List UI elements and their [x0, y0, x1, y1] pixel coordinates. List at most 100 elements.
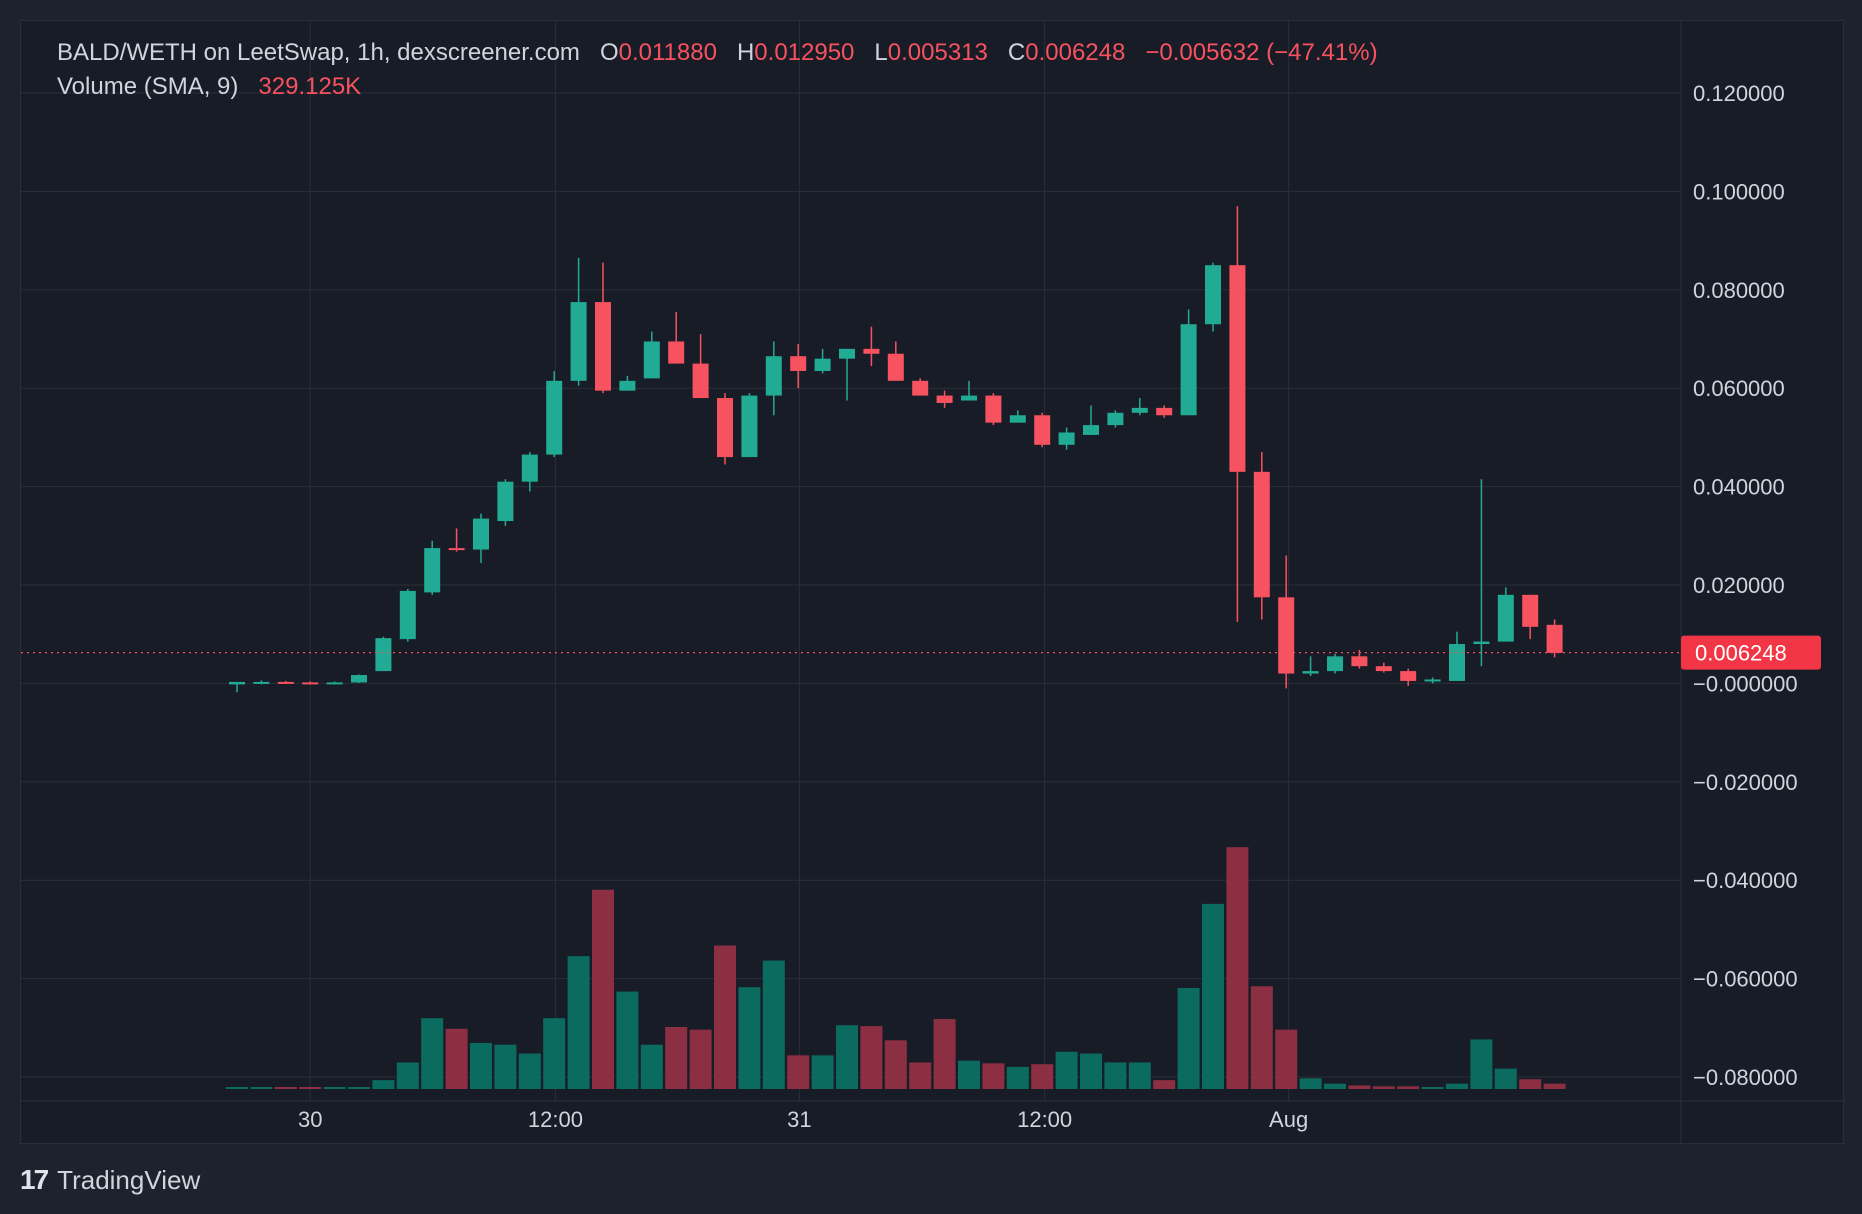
x-tick-label: 12:00 [1017, 1107, 1072, 1132]
y-tick-label: −0.060000 [1693, 967, 1798, 992]
volume-label: Volume (SMA, 9) [57, 73, 239, 100]
volume-bar [860, 1026, 883, 1089]
candle-body [497, 481, 514, 522]
candle-body [1156, 407, 1173, 416]
candle-body [351, 675, 367, 683]
brand-name: TradingView [57, 1164, 201, 1195]
candle-body [1522, 594, 1539, 627]
low-label: L [874, 39, 888, 66]
candle-body [936, 395, 953, 403]
x-tick-label: 31 [787, 1107, 811, 1132]
candle-body [814, 358, 831, 371]
volume-bar [396, 1062, 419, 1089]
candle-body [692, 363, 709, 399]
candle-body [1497, 594, 1514, 642]
volume-bar [494, 1044, 517, 1089]
volume-bar [933, 1019, 956, 1089]
volume-bar [372, 1080, 395, 1089]
candle-body [448, 548, 465, 551]
candle-body [399, 590, 416, 640]
y-tick-label: 0.040000 [1693, 475, 1785, 500]
volume-bar [543, 1018, 566, 1089]
volume-bar [762, 960, 785, 1089]
x-tick-label: 30 [298, 1107, 322, 1132]
volume-bar [1299, 1078, 1322, 1089]
candle-body [619, 380, 636, 391]
y-tick-label: 0.080000 [1693, 278, 1785, 303]
volume-bar [1128, 1062, 1151, 1089]
tradingview-brand[interactable]: 17 TradingView [20, 1164, 200, 1196]
volume-bar [787, 1055, 810, 1089]
last-price-label: 0.006248 [1695, 641, 1787, 666]
candle-body [1302, 671, 1319, 674]
candle-body [521, 454, 538, 482]
volume-bar [1080, 1053, 1102, 1089]
volume-bar [567, 956, 590, 1089]
tradingview-logo-icon: 17 [20, 1164, 49, 1195]
candle-body [1473, 641, 1490, 645]
candle-body [277, 681, 294, 684]
close-value: 0.006248 [1025, 39, 1126, 66]
volume-bar [348, 1087, 370, 1089]
symbol-title: BALD/WETH on LeetSwap, 1h, dexscreener.c… [57, 39, 580, 66]
volume-bar [1421, 1087, 1444, 1089]
candle-body [424, 548, 441, 593]
volume-bar [884, 1040, 907, 1089]
change-value: −0.005632 (−47.41%) [1145, 39, 1378, 66]
volume-bar [1202, 903, 1224, 1089]
volume-bar [445, 1028, 468, 1089]
candle-body [1083, 425, 1099, 435]
volume-bar [714, 945, 736, 1089]
y-tick-label: 0.120000 [1693, 81, 1785, 106]
open-value: 0.011880 [618, 39, 717, 66]
candle-body [717, 398, 733, 458]
volume-bar [1104, 1062, 1127, 1089]
candle-body [595, 302, 611, 391]
candle-body [1400, 671, 1417, 681]
candle-body [643, 341, 660, 379]
candle-body [1009, 415, 1026, 423]
candle-body [1205, 265, 1221, 325]
candle-body [1278, 597, 1295, 674]
volume-bar [1250, 986, 1273, 1089]
volume-bar [811, 1055, 834, 1089]
candle-body [1034, 415, 1051, 445]
volume-bar [1275, 1029, 1298, 1089]
candle-body [546, 380, 563, 455]
volume-bar [274, 1087, 297, 1089]
candle-body [253, 681, 270, 684]
candle-body [863, 348, 880, 354]
open-label: O [599, 39, 619, 66]
volume-bar [836, 1025, 858, 1089]
candle-body [1180, 324, 1197, 416]
volume-bar [1226, 847, 1249, 1089]
y-tick-label: −0.020000 [1693, 770, 1798, 795]
candle-body [961, 395, 977, 401]
candle-body [1058, 432, 1075, 445]
volume-bar [738, 987, 761, 1089]
candle-body [473, 518, 489, 550]
volume-bar [592, 889, 614, 1089]
candle-body [229, 681, 245, 685]
candle-body [887, 353, 904, 381]
volume-legend: Volume (SMA, 9) 329.125K [57, 73, 361, 101]
x-tick-label: 12:00 [528, 1107, 583, 1132]
candle-body [912, 380, 929, 396]
candlestick-chart[interactable]: 0.120000 0.100000 0.080000 0.060000 0.040000… [21, 21, 1845, 1145]
candle-body [1351, 656, 1368, 667]
volume-bar [1177, 988, 1200, 1089]
candle-body [741, 395, 758, 458]
y-tick-label: −0.080000 [1693, 1065, 1798, 1090]
last-price-badge [1681, 635, 1821, 670]
volume-bar [421, 1018, 444, 1089]
y-tick-label: −0.040000 [1693, 868, 1798, 893]
volume-bar [640, 1044, 663, 1089]
close-label: C [1007, 39, 1026, 66]
volume-bar [689, 1029, 712, 1089]
y-tick-label: 0.100000 [1693, 179, 1785, 204]
volume-bar [616, 991, 639, 1089]
candle-body [1449, 644, 1465, 681]
candle-body [1107, 412, 1124, 426]
candle-body [839, 348, 855, 359]
volume-value: 329.125K [258, 73, 362, 100]
